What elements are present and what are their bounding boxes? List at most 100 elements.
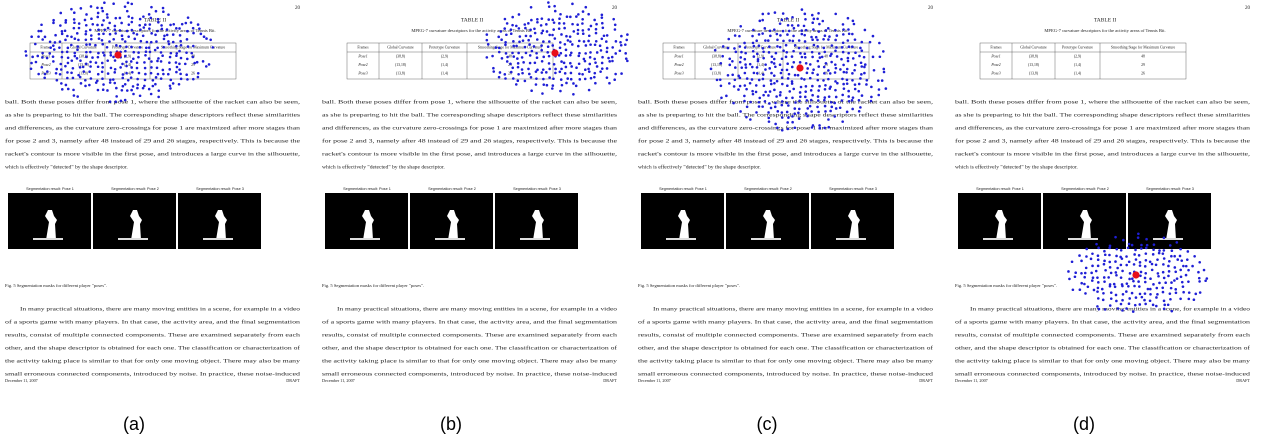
sample-dot	[119, 66, 122, 69]
sample-dot	[122, 85, 125, 88]
sample-dot	[851, 33, 854, 36]
sample-dot	[155, 40, 158, 43]
sample-dot	[578, 40, 581, 43]
sample-dot	[112, 38, 115, 41]
table-cell: (13,8)	[1029, 71, 1039, 76]
sample-dot	[109, 51, 112, 54]
sample-dot	[90, 34, 93, 37]
sample-dot	[181, 23, 184, 26]
sample-dot	[589, 56, 592, 59]
sample-dot	[1074, 271, 1077, 274]
sample-dot	[136, 33, 139, 36]
sample-dot	[518, 40, 521, 43]
sample-dot	[800, 86, 803, 89]
sample-dot	[1090, 272, 1093, 275]
sample-dot	[121, 38, 124, 41]
sample-dot	[852, 96, 855, 99]
sample-dot	[1097, 281, 1100, 284]
panel-label: (d)	[1073, 414, 1095, 434]
sample-dot	[793, 107, 796, 110]
sample-dot	[76, 48, 79, 51]
sample-dot	[847, 52, 850, 55]
sample-dot	[148, 13, 151, 16]
sample-dot	[542, 68, 545, 71]
sample-dot	[816, 106, 819, 109]
sample-dot	[620, 72, 623, 75]
sample-dot	[785, 56, 788, 59]
sample-dot	[1179, 269, 1182, 272]
sample-dot	[138, 24, 141, 27]
sample-dot	[1197, 271, 1200, 274]
sample-dot	[770, 72, 773, 75]
sample-dot	[205, 37, 208, 40]
sample-dot	[734, 78, 737, 81]
footer-draft: DRAFT	[286, 378, 300, 383]
sample-dot	[169, 87, 172, 90]
sample-dot	[554, 37, 557, 40]
sample-dot	[1110, 291, 1113, 294]
sample-dot	[785, 97, 788, 100]
sample-dot	[106, 46, 109, 49]
sample-dot	[756, 53, 759, 56]
sample-dot	[192, 56, 195, 59]
sample-dot	[522, 39, 525, 42]
sample-dot	[529, 62, 532, 65]
sample-dot	[101, 39, 104, 42]
sample-dot	[41, 56, 44, 59]
table-cell: (1,4)	[1074, 63, 1082, 68]
sample-dot	[1122, 239, 1125, 242]
table-header-cell: Frames	[357, 45, 369, 49]
sample-dot	[1120, 276, 1123, 279]
sample-dot	[829, 54, 832, 57]
sample-dot	[753, 72, 756, 75]
sample-dot	[503, 73, 506, 76]
sample-dot	[84, 33, 87, 36]
sample-dot	[530, 6, 533, 9]
sample-dot	[566, 15, 569, 18]
sample-dot	[560, 52, 563, 55]
sample-dot	[1180, 275, 1183, 278]
sample-dot	[1103, 276, 1106, 279]
sample-dot	[140, 40, 143, 43]
sample-dot	[529, 54, 532, 57]
sample-dot	[1133, 253, 1136, 256]
sample-dot	[91, 23, 94, 26]
sample-dot	[1102, 292, 1105, 295]
sample-dot	[1078, 254, 1081, 257]
sample-dot	[91, 56, 94, 59]
sample-dot	[823, 51, 826, 54]
sample-dot	[839, 106, 842, 109]
sample-dot	[818, 127, 821, 130]
sample-dot	[208, 63, 211, 66]
sample-dot	[836, 34, 839, 37]
sample-dot	[727, 38, 730, 41]
sample-dot	[156, 47, 159, 50]
sample-dot	[30, 62, 33, 65]
sample-dot	[534, 32, 537, 35]
sample-dot	[577, 13, 580, 16]
sample-dot	[1095, 270, 1098, 273]
sample-dot	[102, 83, 105, 86]
sample-dot	[625, 57, 628, 60]
sample-dot	[565, 54, 568, 57]
sample-dot	[827, 78, 830, 81]
sample-dot	[792, 61, 795, 64]
sample-dot	[1131, 244, 1134, 247]
sample-dot	[563, 27, 566, 30]
sample-dot	[486, 33, 489, 36]
dot-cloud	[24, 1, 214, 103]
image-title: Segmentation result: Pose 2	[111, 187, 159, 191]
sample-dot	[781, 76, 784, 79]
sample-dot	[198, 27, 201, 30]
sample-dot	[810, 110, 813, 113]
sample-dot	[85, 13, 88, 16]
sample-dot	[588, 70, 591, 73]
sample-dot	[149, 23, 152, 26]
sample-dot	[124, 50, 127, 53]
sample-dot	[124, 55, 127, 58]
paragraph-line: and differences, as the curvature zero-c…	[955, 124, 1250, 131]
sample-dot	[836, 82, 839, 85]
sample-dot	[1155, 305, 1158, 308]
sample-dot	[106, 13, 109, 16]
sample-dot	[825, 62, 828, 65]
